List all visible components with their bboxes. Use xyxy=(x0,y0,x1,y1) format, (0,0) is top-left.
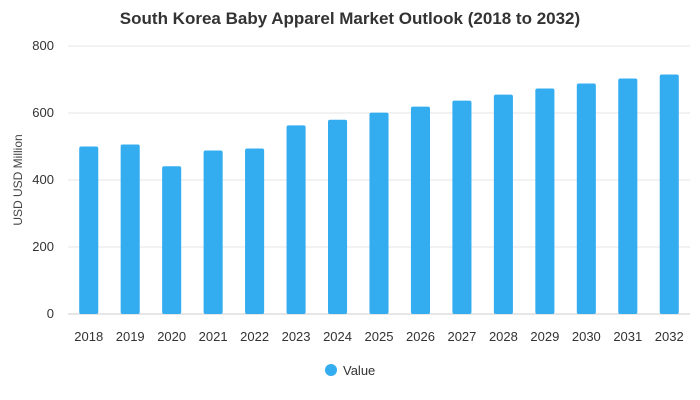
y-tick-label: 600 xyxy=(32,105,54,120)
bars xyxy=(79,74,679,315)
bar-2031[interactable] xyxy=(618,78,638,315)
x-tick-label: 2019 xyxy=(116,329,145,344)
bar-2026[interactable] xyxy=(410,106,431,314)
y-tick-label: 400 xyxy=(32,172,54,187)
bar-2029[interactable] xyxy=(535,88,555,314)
x-tick-label: 2031 xyxy=(613,329,642,344)
bar-2028[interactable] xyxy=(493,94,513,314)
x-tick-label: 2029 xyxy=(530,329,559,344)
bar-2022[interactable] xyxy=(245,148,265,314)
y-axis-label: USD USD Million xyxy=(11,134,25,225)
x-tick-label: 2028 xyxy=(489,329,518,344)
bar-2020[interactable] xyxy=(162,166,182,314)
y-tick-label: 200 xyxy=(32,239,54,254)
x-tick-label: 2030 xyxy=(572,329,601,344)
bar-2030[interactable] xyxy=(576,83,596,315)
x-tick-label: 2022 xyxy=(240,329,269,344)
x-axis-ticks: 2018 2019 2020 2021 2022 2023 2024 2025 2026 2027… xyxy=(74,329,683,344)
x-tick-label: 2027 xyxy=(447,329,476,344)
y-tick-label: 800 xyxy=(32,38,54,53)
legend-swatch-value xyxy=(325,364,337,376)
bar-2021[interactable] xyxy=(203,150,223,314)
x-tick-label: 2024 xyxy=(323,329,352,344)
bar-2023[interactable] xyxy=(286,125,306,315)
x-tick-label: 2023 xyxy=(282,329,311,344)
bar-2024[interactable] xyxy=(327,119,348,314)
bar-2025[interactable] xyxy=(369,112,389,314)
x-tick-label: 2025 xyxy=(365,329,394,344)
legend-label-value: Value xyxy=(343,363,375,378)
x-tick-label: 2018 xyxy=(74,329,103,344)
x-tick-label: 2026 xyxy=(406,329,435,344)
x-tick-label: 2032 xyxy=(655,329,684,344)
legend[interactable]: Value xyxy=(325,363,375,378)
y-axis-ticks: 0 200 400 600 800 xyxy=(32,38,54,321)
bar-2018[interactable] xyxy=(79,146,99,315)
x-tick-label: 2021 xyxy=(199,329,228,344)
bar-2019[interactable] xyxy=(120,144,140,314)
chart-title: South Korea Baby Apparel Market Outlook … xyxy=(120,9,580,28)
x-tick-label: 2020 xyxy=(157,329,186,344)
bar-2032[interactable] xyxy=(659,74,679,314)
y-tick-label: 0 xyxy=(47,306,54,321)
bar-2027[interactable] xyxy=(452,100,472,314)
